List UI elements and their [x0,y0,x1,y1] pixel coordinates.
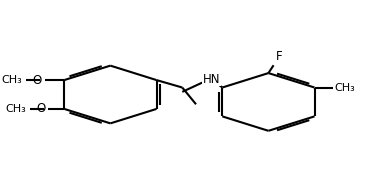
Text: CH₃: CH₃ [5,104,26,114]
Text: HN: HN [203,73,220,86]
Text: CH₃: CH₃ [335,83,355,93]
Text: CH₃: CH₃ [1,75,22,85]
Text: O: O [36,102,45,115]
Text: F: F [276,50,283,63]
Text: O: O [33,74,42,87]
